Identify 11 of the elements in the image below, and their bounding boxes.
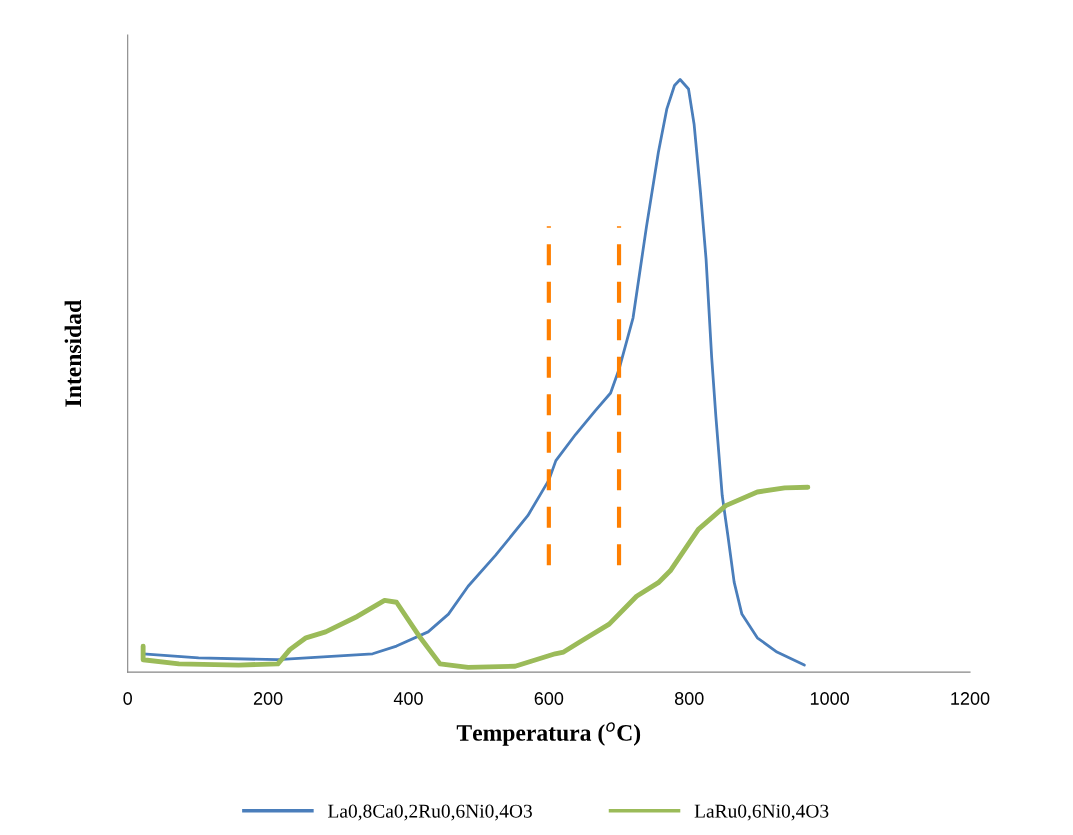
x-tick-label: 400 (393, 692, 423, 705)
x-tick-label: 600 (534, 692, 564, 705)
legend-label: LaRu0,6Ni0,4O3 (694, 804, 829, 821)
x-axis-title: Temperatura ($^{o}$C) (456, 722, 641, 746)
x-tick-label: 1000 (810, 692, 849, 705)
y-axis-title: Intensidad (64, 300, 82, 407)
x-tick-label: 800 (674, 692, 704, 705)
x-tick-label: 200 (253, 692, 283, 705)
legend-label: La0,8Ca0,2Ru0,6Ni0,4O3 (328, 804, 532, 821)
x-tick-label: 1200 (951, 692, 990, 705)
x-tick-label: 0 (123, 692, 132, 705)
